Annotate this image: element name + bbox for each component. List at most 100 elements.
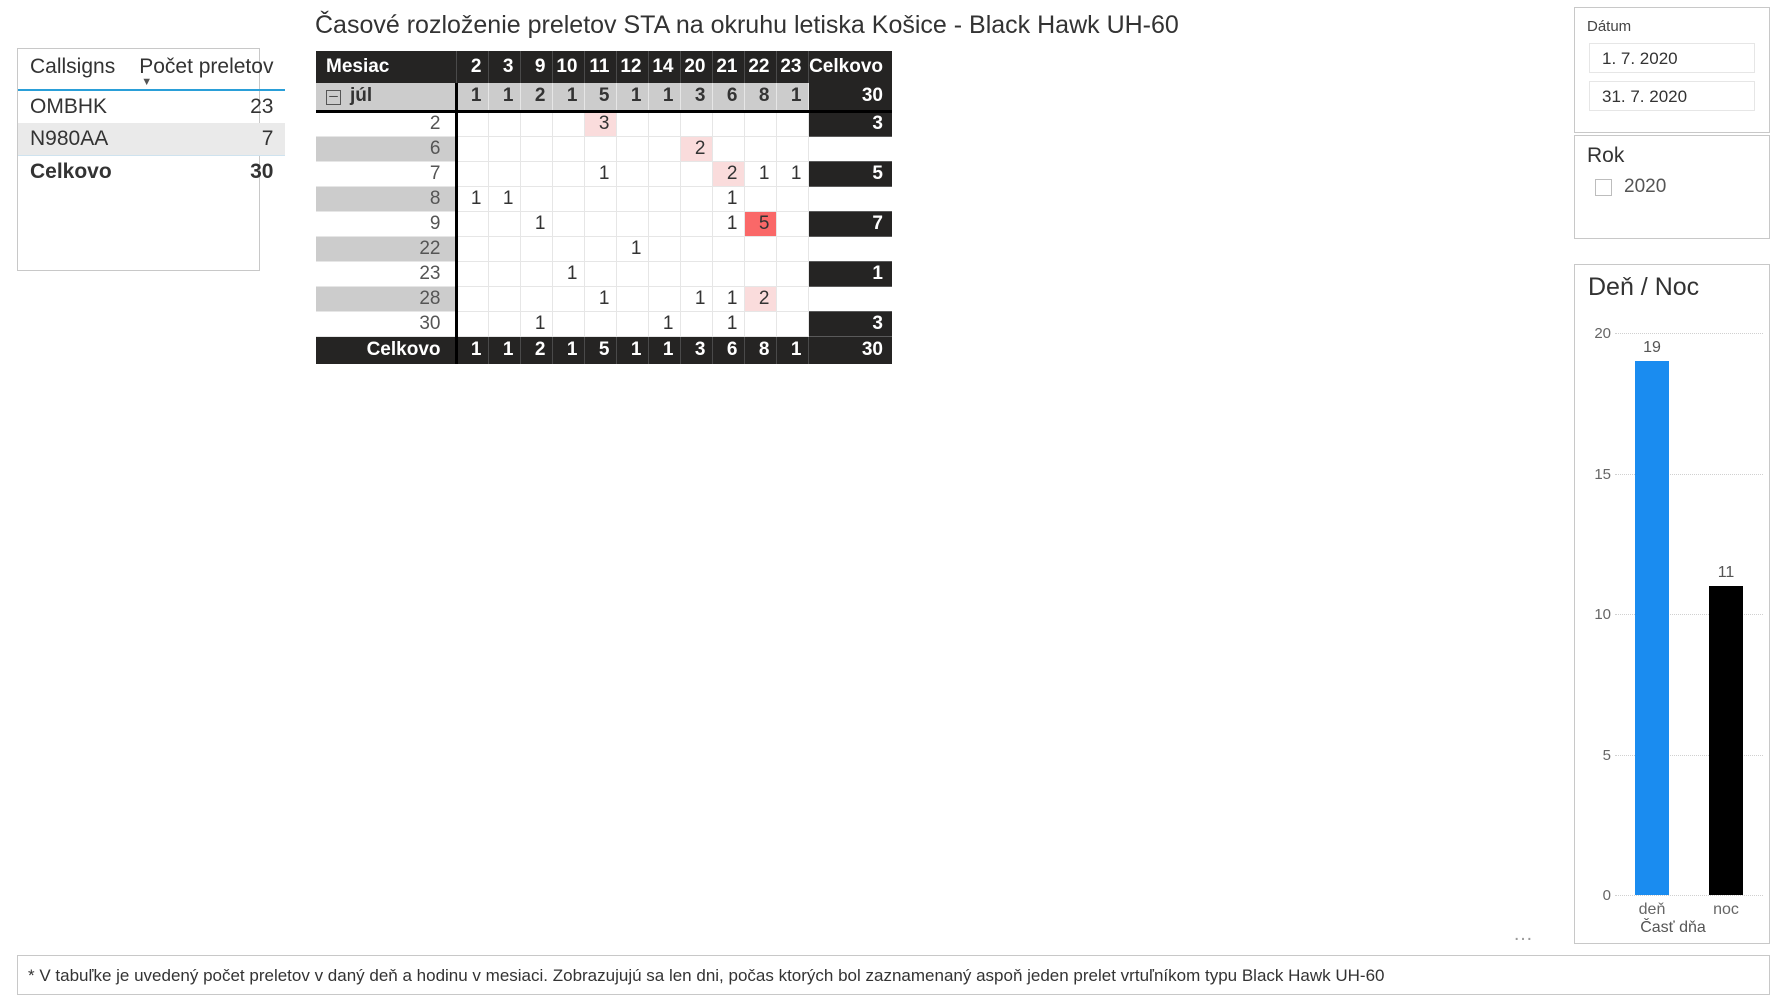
matrix-cell[interactable] bbox=[744, 186, 777, 212]
matrix-cell[interactable] bbox=[520, 136, 553, 162]
matrix-cell[interactable] bbox=[712, 111, 745, 137]
matrix-cell[interactable] bbox=[520, 186, 553, 212]
matrix-cell[interactable]: 2 bbox=[744, 286, 777, 312]
matrix-col-header-2[interactable]: 2 bbox=[456, 51, 489, 83]
matrix-cell[interactable] bbox=[552, 236, 585, 262]
matrix-cell[interactable]: 2 bbox=[712, 161, 745, 187]
matrix-cell[interactable] bbox=[680, 111, 713, 137]
matrix-col-header-20[interactable]: 20 bbox=[680, 51, 713, 83]
matrix-cell[interactable] bbox=[456, 161, 489, 187]
matrix-cell[interactable]: 1 bbox=[712, 186, 745, 212]
matrix-cell[interactable] bbox=[552, 186, 585, 212]
matrix-cell[interactable]: 1 bbox=[648, 311, 681, 337]
matrix-cell[interactable]: 1 bbox=[712, 211, 745, 237]
matrix-cell[interactable] bbox=[680, 186, 713, 212]
chart-x-tick-label[interactable]: deň bbox=[1638, 901, 1666, 918]
matrix-cell[interactable] bbox=[776, 111, 809, 137]
matrix-cell[interactable] bbox=[456, 286, 489, 312]
table-row[interactable]: 28 1 1 1 2 5 bbox=[316, 286, 892, 312]
matrix-cell[interactable] bbox=[776, 136, 809, 162]
matrix-cell[interactable] bbox=[712, 236, 745, 262]
matrix-cell[interactable]: 1 bbox=[744, 161, 777, 187]
matrix-cell[interactable] bbox=[520, 286, 553, 312]
matrix-cell[interactable] bbox=[648, 111, 681, 137]
matrix-cell[interactable] bbox=[584, 211, 617, 237]
matrix-cell[interactable]: 1 bbox=[584, 161, 617, 187]
matrix-cell[interactable]: 1 bbox=[584, 286, 617, 312]
checkbox-icon[interactable] bbox=[1595, 178, 1612, 196]
more-options-icon[interactable]: … bbox=[1513, 923, 1535, 945]
matrix-cell[interactable] bbox=[744, 236, 777, 262]
matrix-cell[interactable]: 1 bbox=[712, 311, 745, 337]
matrix-cell[interactable] bbox=[648, 261, 681, 287]
table-row[interactable]: 2 3 3 bbox=[316, 111, 892, 137]
matrix-cell[interactable] bbox=[552, 286, 585, 312]
table-row[interactable]: 22 1 1 bbox=[316, 236, 892, 262]
matrix-col-header-11[interactable]: 11 bbox=[584, 51, 617, 83]
matrix-cell[interactable]: 1 bbox=[712, 286, 745, 312]
matrix-cell[interactable] bbox=[584, 261, 617, 287]
matrix-col-header-21[interactable]: 21 bbox=[712, 51, 745, 83]
matrix-row-header-label[interactable]: Mesiac bbox=[316, 51, 457, 83]
count-col-header[interactable]: Počet preletov ▼ bbox=[127, 49, 286, 91]
matrix-cell[interactable]: 2 bbox=[680, 136, 713, 162]
matrix-total-col-header[interactable]: Celkovo bbox=[808, 51, 892, 83]
matrix-cell[interactable] bbox=[616, 311, 649, 337]
matrix-cell[interactable] bbox=[648, 186, 681, 212]
matrix-cell[interactable] bbox=[520, 161, 553, 187]
matrix-cell[interactable]: 5 bbox=[744, 211, 777, 237]
matrix-cell[interactable] bbox=[456, 236, 489, 262]
matrix-cell[interactable] bbox=[584, 186, 617, 212]
matrix-cell[interactable]: 1 bbox=[680, 286, 713, 312]
matrix-cell[interactable] bbox=[776, 286, 809, 312]
matrix-cell[interactable]: 1 bbox=[456, 186, 489, 212]
table-row[interactable]: 30 1 1 1 3 bbox=[316, 311, 892, 337]
matrix-cell[interactable] bbox=[456, 261, 489, 287]
matrix-cell[interactable] bbox=[520, 236, 553, 262]
matrix-cell[interactable] bbox=[488, 261, 521, 287]
year-option-2020[interactable]: 2020 bbox=[1595, 176, 1769, 198]
matrix-cell[interactable]: 1 bbox=[552, 261, 585, 287]
matrix-cell[interactable] bbox=[616, 161, 649, 187]
matrix-cell[interactable]: 1 bbox=[520, 311, 553, 337]
table-row[interactable]: OMBHK 23 bbox=[18, 90, 285, 123]
matrix-col-header-10[interactable]: 10 bbox=[552, 51, 585, 83]
matrix-cell[interactable] bbox=[616, 286, 649, 312]
callsign-col-header[interactable]: Callsigns bbox=[18, 49, 128, 91]
matrix-cell[interactable] bbox=[616, 261, 649, 287]
matrix-cell[interactable] bbox=[456, 111, 489, 137]
matrix-cell[interactable] bbox=[552, 211, 585, 237]
matrix-cell[interactable] bbox=[488, 286, 521, 312]
matrix-cell[interactable] bbox=[616, 136, 649, 162]
matrix-month-label[interactable]: ─ júl bbox=[316, 83, 458, 113]
date-to-input[interactable]: 31. 7. 2020 bbox=[1589, 81, 1755, 111]
matrix-cell[interactable] bbox=[520, 261, 553, 287]
matrix-col-header-14[interactable]: 14 bbox=[648, 51, 681, 83]
matrix-col-header-23[interactable]: 23 bbox=[776, 51, 809, 83]
matrix-month-row[interactable]: ─ júl 1 1 2 1 5 1 1 3 6 8 1 30 bbox=[316, 83, 892, 113]
matrix-cell[interactable] bbox=[712, 261, 745, 287]
matrix-cell[interactable] bbox=[680, 236, 713, 262]
matrix-cell[interactable] bbox=[648, 286, 681, 312]
matrix-cell[interactable]: 1 bbox=[776, 161, 809, 187]
matrix-cell[interactable] bbox=[776, 211, 809, 237]
chart-bar[interactable] bbox=[1709, 585, 1743, 895]
matrix-cell[interactable] bbox=[488, 311, 521, 337]
matrix-cell[interactable] bbox=[648, 161, 681, 187]
matrix-cell[interactable] bbox=[616, 186, 649, 212]
chart-x-tick-label[interactable]: noc bbox=[1713, 901, 1739, 918]
matrix-cell[interactable] bbox=[648, 236, 681, 262]
matrix-cell[interactable] bbox=[584, 236, 617, 262]
chart-bar[interactable] bbox=[1635, 361, 1669, 895]
collapse-icon[interactable]: ─ bbox=[326, 90, 341, 106]
matrix-cell[interactable] bbox=[616, 211, 649, 237]
matrix-cell[interactable] bbox=[584, 311, 617, 337]
matrix-cell[interactable] bbox=[456, 211, 489, 237]
table-row[interactable]: N980AA 7 bbox=[18, 123, 286, 156]
matrix-cell[interactable] bbox=[680, 161, 713, 187]
matrix-cell[interactable] bbox=[744, 311, 777, 337]
matrix-cell[interactable] bbox=[744, 111, 777, 137]
matrix-cell[interactable] bbox=[488, 136, 521, 162]
